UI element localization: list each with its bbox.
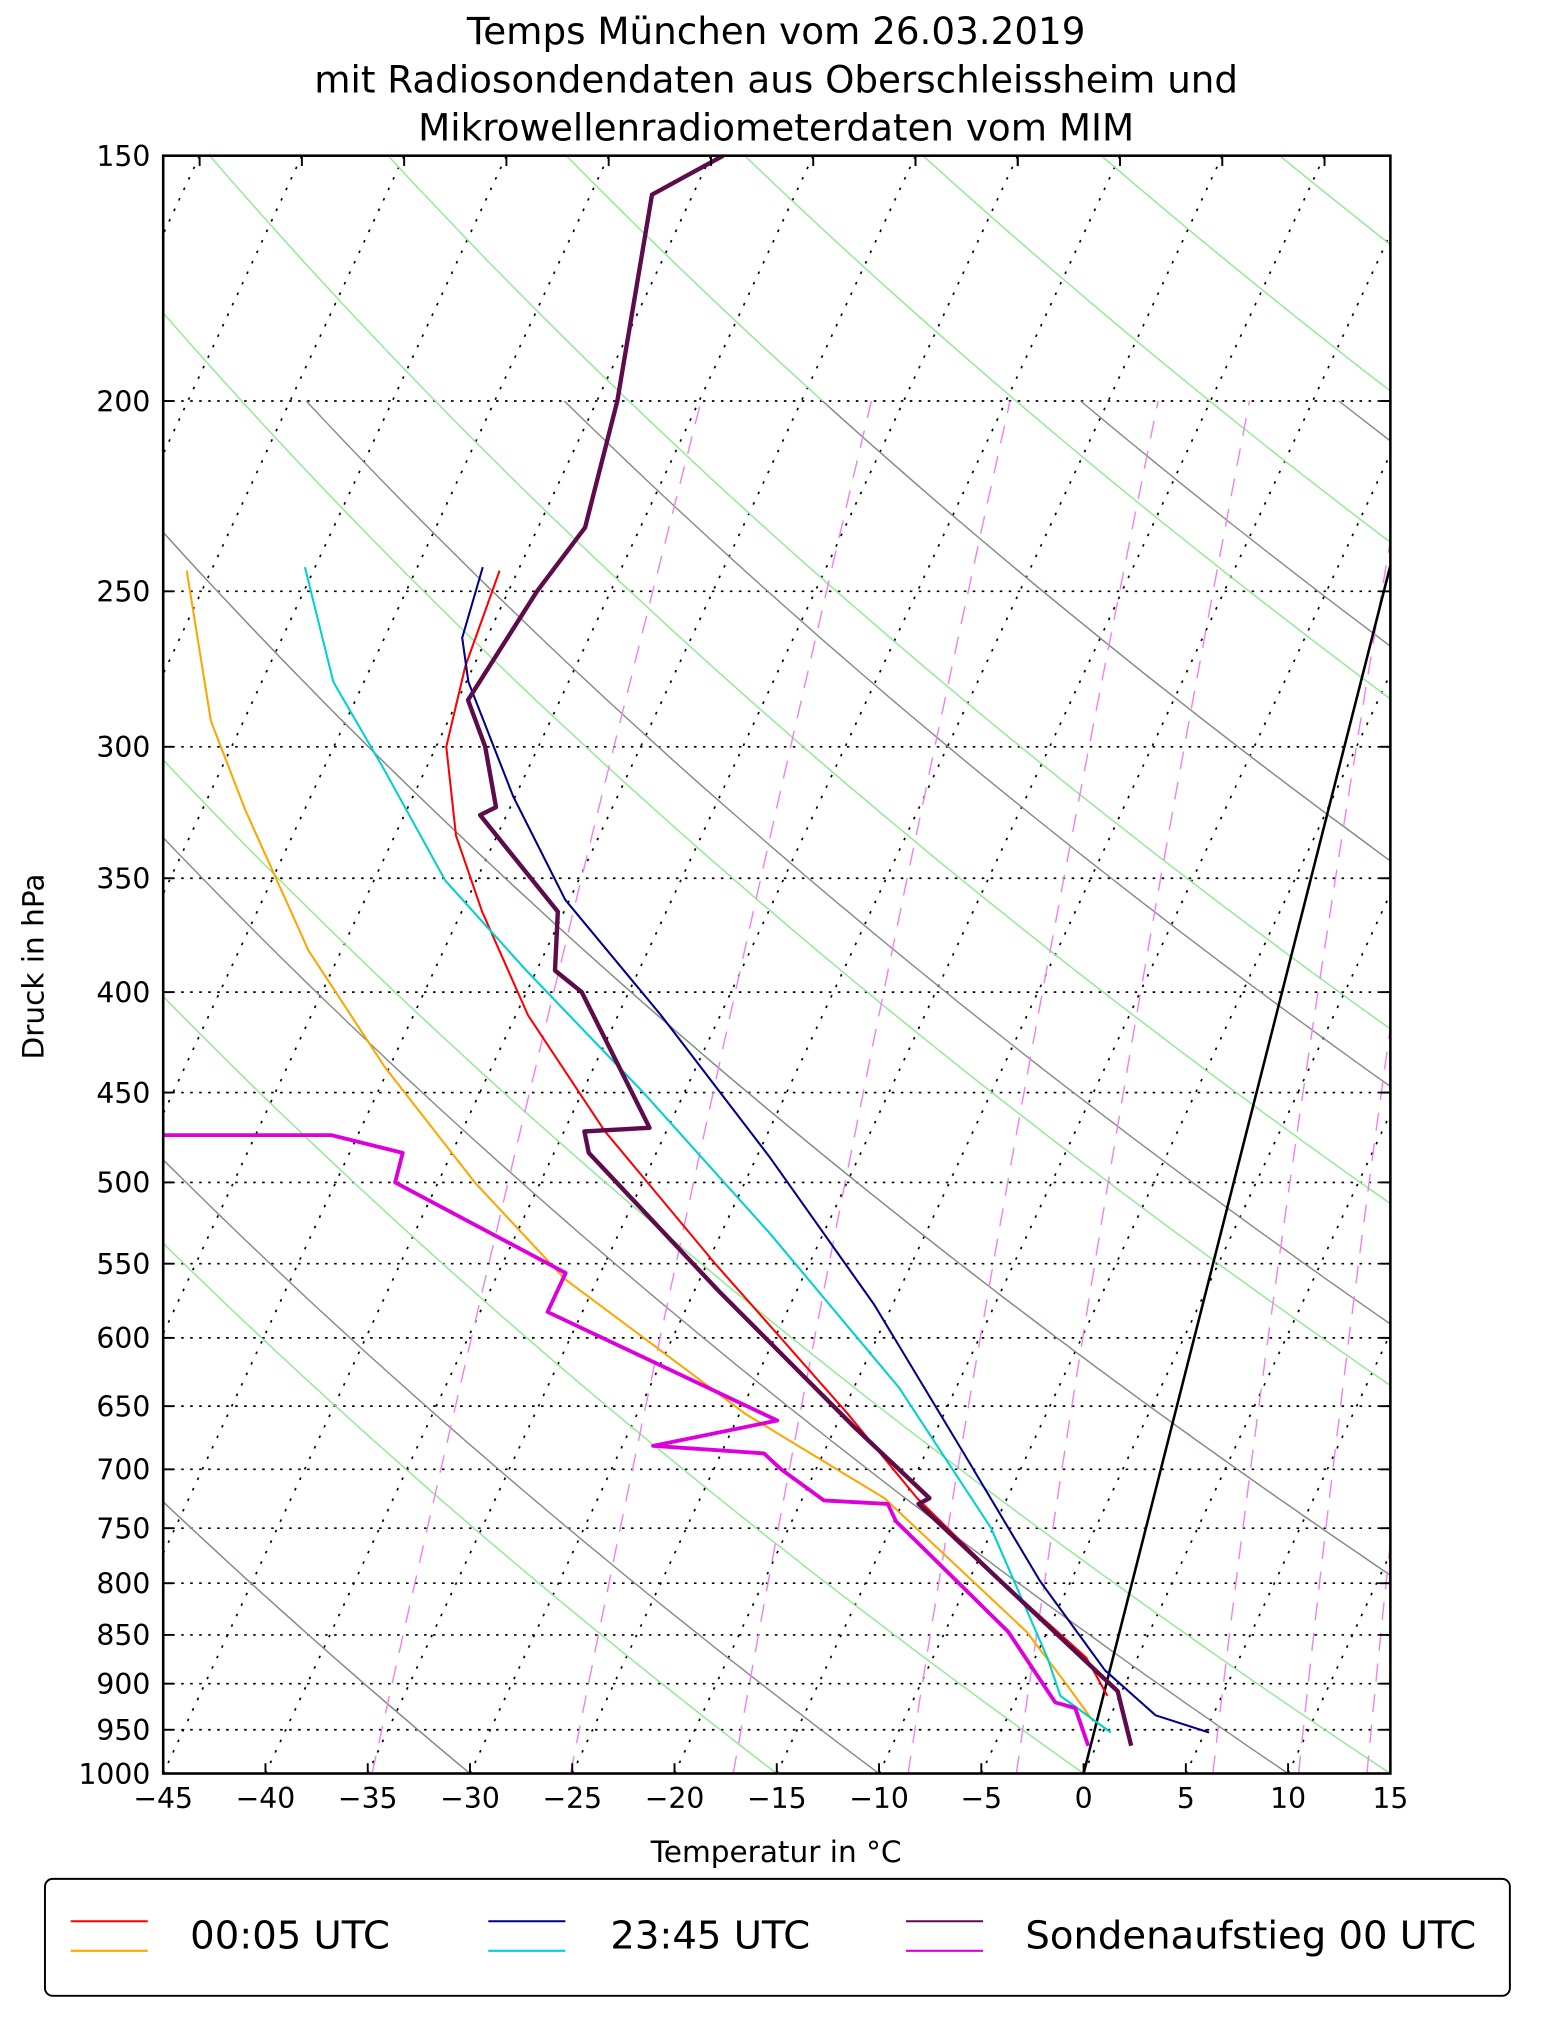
isotherm-gridline bbox=[1185, 1331, 1391, 1774]
y-tick-label: 200 bbox=[96, 385, 150, 418]
background-reference-lines bbox=[163, 155, 1542, 1774]
x-tick-label: 0 bbox=[1075, 1782, 1093, 1815]
dry-adiabat-line bbox=[163, 836, 1289, 1774]
chart-title-line-2: mit Radiosondendaten aus Oberschleisshei… bbox=[314, 58, 1238, 102]
adiabat-line-green bbox=[163, 1500, 471, 1774]
dry-adiabat-line bbox=[1338, 400, 1391, 442]
dry-adiabat-line bbox=[305, 400, 1391, 1325]
mixing-ratio-line bbox=[1366, 1536, 1391, 1774]
mixing-ratio-line bbox=[371, 400, 702, 1774]
data-series bbox=[163, 155, 1210, 1747]
adiabat-line-green bbox=[1279, 155, 1391, 246]
mixing-ratio-line bbox=[1297, 1022, 1391, 1774]
y-tick-label: 700 bbox=[96, 1454, 150, 1487]
adiabat-line-green bbox=[744, 155, 1391, 700]
x-tick-label: −40 bbox=[236, 1782, 296, 1815]
mixing-ratio-line bbox=[1015, 400, 1251, 1774]
isotherm-gridline bbox=[163, 155, 508, 896]
x-tick-label: −30 bbox=[440, 1782, 500, 1815]
series-line bbox=[465, 155, 1134, 1747]
y-tick-label: 650 bbox=[96, 1390, 150, 1423]
series-line bbox=[303, 566, 1112, 1734]
y-tick-label: 800 bbox=[96, 1567, 150, 1600]
isotherm-gridline bbox=[163, 155, 405, 676]
mixing-ratio-line bbox=[1212, 536, 1391, 1774]
x-axis-label: Temperatur in °C bbox=[650, 1835, 902, 1869]
x-tick-label: 10 bbox=[1270, 1782, 1306, 1815]
x-tick-label: 15 bbox=[1372, 1782, 1408, 1815]
isotherm-gridline bbox=[980, 891, 1391, 1774]
mixing-ratio-line bbox=[732, 400, 1011, 1774]
isotherm-gridline bbox=[163, 155, 712, 1336]
y-tick-label: 350 bbox=[96, 863, 150, 896]
x-tick-label: −35 bbox=[338, 1782, 398, 1815]
mixing-ratio-line bbox=[907, 400, 1159, 1774]
y-tick-label: 400 bbox=[96, 976, 150, 1009]
legend-box bbox=[44, 1877, 1511, 1997]
chart-title-line-1: Temps München vom 26.03.2019 bbox=[466, 9, 1086, 53]
isotherm-gridline bbox=[571, 155, 1326, 1774]
series-line bbox=[163, 1133, 1091, 1747]
legend-label-0005: 00:05 UTC bbox=[190, 1913, 390, 1958]
axis-ticks: 1000 950 900 850 800 750 700 650 600 550 500 450 400… bbox=[78, 140, 1408, 1815]
adiabat-line-green bbox=[163, 1242, 778, 1774]
adiabat-line-green bbox=[163, 995, 1085, 1774]
isotherm-gridline bbox=[163, 155, 917, 1774]
y-tick-label: 450 bbox=[96, 1077, 150, 1110]
isotherm-gridline bbox=[163, 155, 610, 1116]
y-tick-label: 850 bbox=[96, 1619, 150, 1652]
isotherm-gridline bbox=[264, 155, 1019, 1774]
isotherm-gridline bbox=[366, 155, 1121, 1774]
dry-adiabat-line bbox=[563, 400, 1391, 1088]
dry-adiabat-line bbox=[163, 1500, 471, 1774]
chart-title-line-3: Mikrowellenradiometerdaten vom MIM bbox=[418, 105, 1134, 149]
y-tick-label: 150 bbox=[96, 140, 150, 173]
adiabat-line-green bbox=[209, 155, 1391, 1205]
adiabat-line-green bbox=[163, 312, 1391, 1387]
adiabat-line-green bbox=[565, 155, 1391, 862]
series-line bbox=[461, 566, 1210, 1734]
dry-adiabat-line bbox=[163, 1158, 880, 1774]
x-tick-label: −15 bbox=[747, 1782, 807, 1815]
isotherm-gridline bbox=[878, 671, 1391, 1774]
x-tick-label: −5 bbox=[960, 1782, 1002, 1815]
y-tick-label: 550 bbox=[96, 1248, 150, 1281]
dry-adiabat-line bbox=[1080, 400, 1391, 648]
isotherm-gridline bbox=[1389, 1771, 1391, 1774]
isotherm-gridline bbox=[469, 155, 1224, 1774]
y-tick-label: 950 bbox=[96, 1714, 150, 1747]
adiabat-line-green bbox=[1458, 156, 1542, 1774]
isotherm-gridline bbox=[163, 155, 814, 1556]
y-tick-label: 500 bbox=[96, 1167, 150, 1200]
x-tick-label: −20 bbox=[645, 1782, 705, 1815]
dry-adiabat-line bbox=[822, 400, 1391, 862]
x-tick-label: 5 bbox=[1177, 1782, 1195, 1815]
y-tick-label: 600 bbox=[96, 1322, 150, 1355]
isotherm-gridline bbox=[776, 451, 1391, 1774]
x-tick-label: −45 bbox=[133, 1782, 193, 1815]
x-tick-label: −10 bbox=[849, 1782, 909, 1815]
series-line bbox=[185, 570, 1095, 1723]
adiabat-line-green bbox=[387, 155, 1391, 1030]
adiabat-line-green bbox=[163, 531, 1391, 1577]
y-tick-label: 300 bbox=[96, 731, 150, 764]
isotherm-gridline bbox=[673, 232, 1391, 1774]
legend-label-sonde: Sondenaufstieg 00 UTC bbox=[1025, 1913, 1476, 1958]
dry-adiabat-line bbox=[163, 531, 1391, 1577]
adiabat-line-green bbox=[163, 758, 1391, 1774]
y-tick-label: 1000 bbox=[78, 1758, 150, 1791]
y-tick-label: 250 bbox=[96, 576, 150, 609]
y-tick-label: 750 bbox=[96, 1512, 150, 1545]
legend: 00:05 UTC 23:45 UTC Sondenaufstieg 00 UT… bbox=[44, 1877, 1511, 1997]
adiabat-line-green bbox=[922, 155, 1391, 544]
y-tick-label: 900 bbox=[96, 1668, 150, 1701]
legend-label-2345: 23:45 UTC bbox=[610, 1913, 810, 1958]
x-tick-label: −25 bbox=[542, 1782, 602, 1815]
y-axis-label: Druck in hPa bbox=[17, 874, 51, 1060]
reference-line bbox=[1082, 565, 1391, 1774]
mixing-ratio-line bbox=[569, 400, 873, 1774]
